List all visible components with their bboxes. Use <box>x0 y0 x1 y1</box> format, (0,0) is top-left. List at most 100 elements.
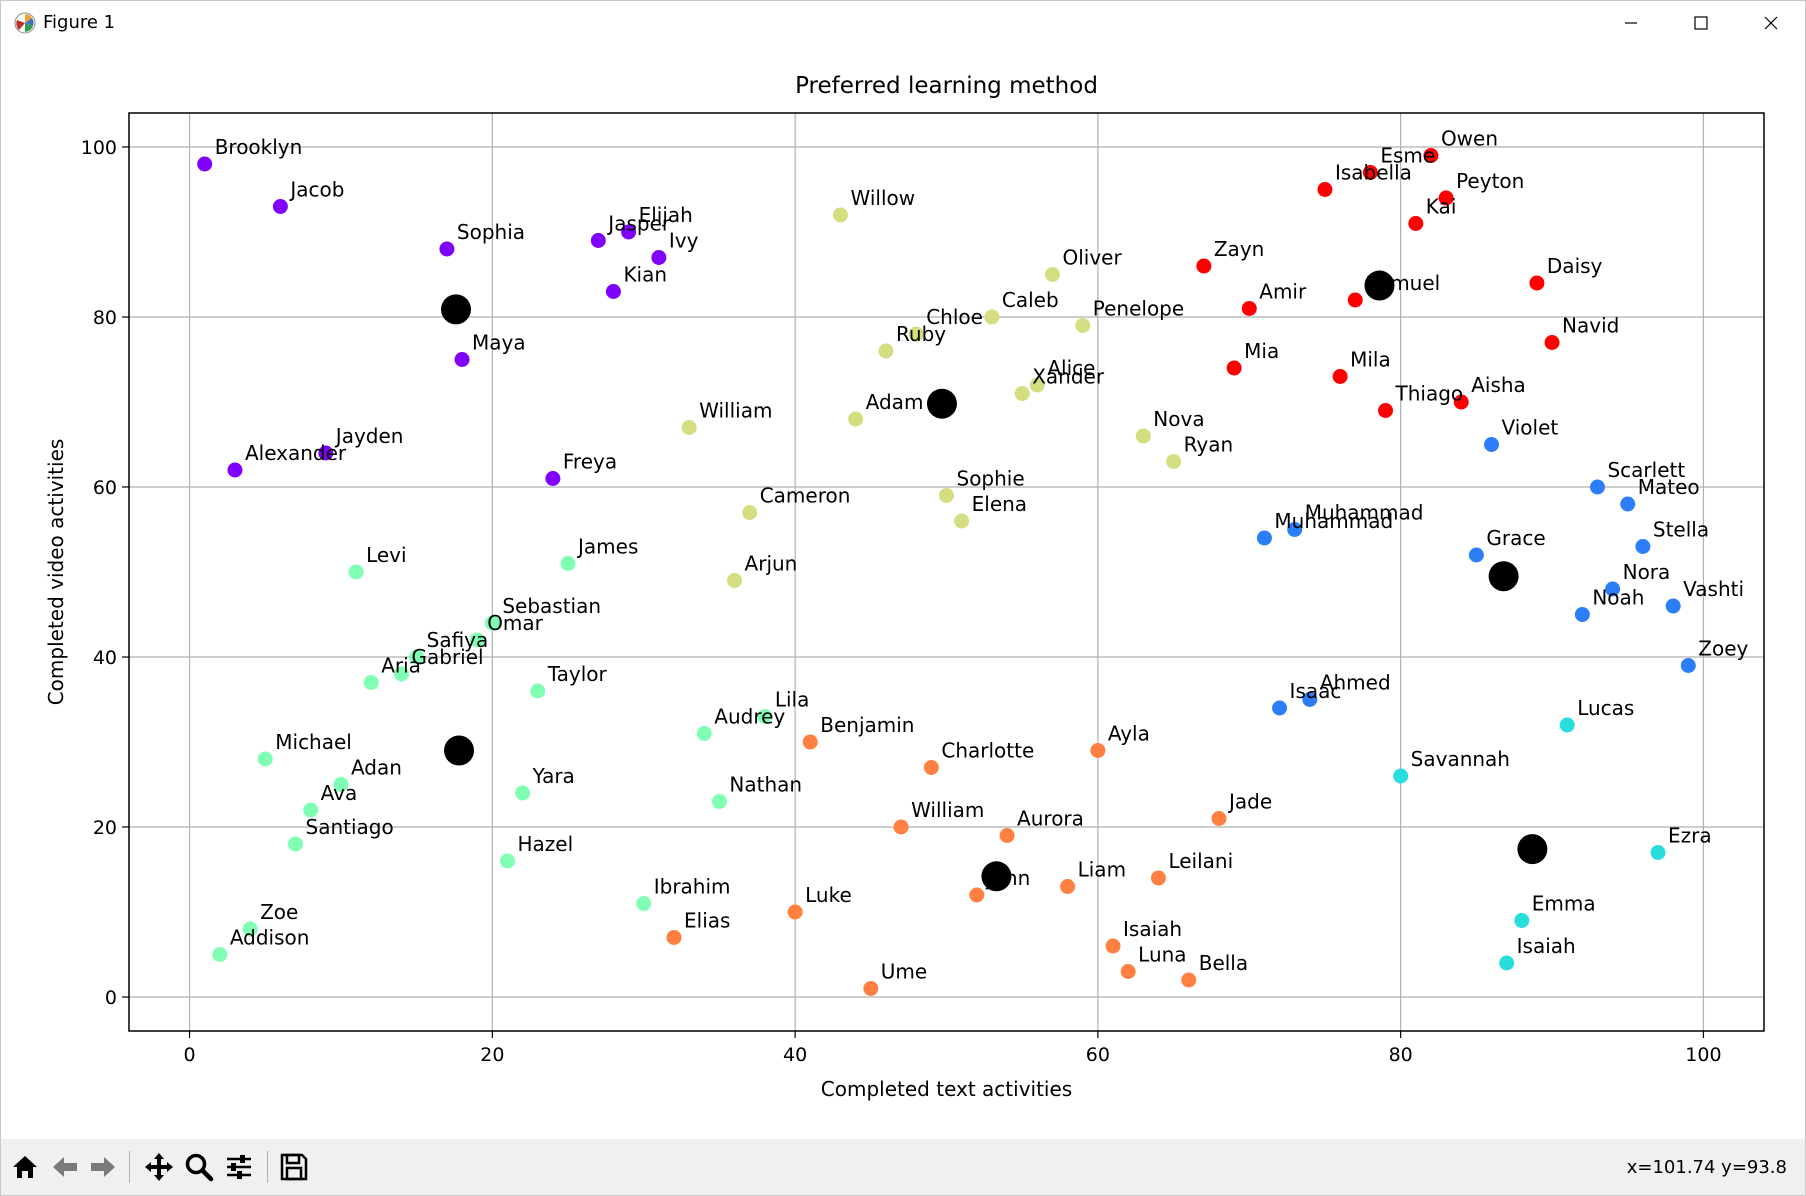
data-point <box>1014 386 1030 401</box>
data-point <box>1665 598 1681 614</box>
data-point <box>1559 717 1575 733</box>
figure-canvas[interactable]: 0 20 40 60 80 100 0 20 40 60 80 100 Preferred learni… <box>1 45 1805 1139</box>
point-label: Noah <box>1592 586 1644 610</box>
point-label: Navid <box>1562 314 1619 338</box>
title-bar[interactable]: Figure 1 <box>1 1 1805 45</box>
data-point <box>1544 335 1560 350</box>
data-point <box>605 284 621 299</box>
x-tick-label: 0 <box>184 1044 196 1066</box>
point-label: Peyton <box>1456 169 1524 193</box>
data-point <box>409 649 425 665</box>
data-point <box>1393 768 1409 784</box>
point-label: Liam <box>1078 858 1126 882</box>
point-label: Aisha <box>1471 373 1526 397</box>
point-label: William <box>699 399 772 423</box>
cluster-centroid <box>1488 561 1519 592</box>
point-label: Jacob <box>288 178 344 202</box>
point-label: Taylor <box>547 662 608 686</box>
data-point <box>833 207 849 223</box>
data-point <box>1574 607 1590 622</box>
pan-button[interactable] <box>141 1149 177 1185</box>
data-point <box>1211 811 1227 826</box>
point-label: Ruby <box>896 322 946 346</box>
point-label: William <box>911 798 984 822</box>
toolbar-separator <box>129 1151 130 1183</box>
point-label: Maya <box>472 331 526 355</box>
point-label: Alice <box>1047 356 1095 380</box>
point-label: Gabriel <box>412 645 484 669</box>
x-tick-label: 20 <box>480 1044 504 1066</box>
point-label: Adam <box>866 390 924 414</box>
x-tick-label: 60 <box>1086 1044 1110 1066</box>
point-label: Ahmed <box>1320 671 1391 695</box>
data-point <box>893 819 909 835</box>
point-label: Xander <box>1032 365 1105 389</box>
y-tick-label: 60 <box>93 477 117 499</box>
point-label: Ivy <box>669 229 699 253</box>
point-label: Luke <box>805 883 852 907</box>
home-button[interactable] <box>7 1149 43 1185</box>
data-point <box>1438 190 1454 206</box>
point-label: Grace <box>1486 526 1545 550</box>
point-label: Muhammad <box>1305 501 1424 525</box>
data-point <box>878 343 894 359</box>
maximize-button[interactable] <box>1666 1 1736 45</box>
zoom-icon <box>185 1153 214 1182</box>
cluster-centroid <box>441 294 471 325</box>
point-label: Kian <box>623 263 667 287</box>
cluster-centroid <box>1517 834 1548 865</box>
point-label: Freya <box>563 450 617 474</box>
data-point <box>1453 394 1469 410</box>
minimize-icon <box>1625 22 1637 24</box>
data-point <box>863 981 879 996</box>
data-point <box>257 751 273 767</box>
minimize-button[interactable] <box>1596 1 1666 45</box>
point-label: Jade <box>1227 790 1272 814</box>
close-button[interactable] <box>1736 1 1806 45</box>
data-point <box>469 632 485 648</box>
point-label: Ayla <box>1108 722 1150 746</box>
data-point <box>1196 258 1212 274</box>
chart-title: Preferred learning method <box>795 73 1098 99</box>
data-point <box>242 921 258 937</box>
cluster-centroid <box>444 735 475 766</box>
data-point <box>666 930 682 945</box>
point-label: Kai <box>1426 195 1457 219</box>
data-point <box>1317 182 1333 197</box>
point-label: Isaac <box>1290 679 1342 703</box>
data-point <box>1423 148 1439 163</box>
point-label: Willow <box>851 186 916 210</box>
back-button[interactable] <box>47 1149 83 1185</box>
point-label: Penelope <box>1093 297 1184 321</box>
x-tick-label: 40 <box>783 1044 807 1066</box>
data-point <box>363 675 379 690</box>
point-label: Safiya <box>427 628 489 652</box>
data-point <box>1150 870 1166 886</box>
data-point <box>757 709 773 724</box>
data-point <box>394 666 409 682</box>
data-point <box>454 352 470 367</box>
forward-button[interactable] <box>85 1149 121 1185</box>
point-label: Jayden <box>334 424 404 448</box>
data-point <box>1499 955 1515 971</box>
data-point <box>227 462 243 478</box>
data-point <box>1484 437 1499 452</box>
zoom-button[interactable] <box>181 1149 217 1185</box>
axes-frame <box>128 112 1765 1032</box>
y-tick-label: 0 <box>105 987 117 1009</box>
navigation-toolbar: x=101.74 y=93.8 <box>1 1139 1805 1195</box>
point-label: Stella <box>1653 518 1709 542</box>
point-label: Isaiah <box>1123 917 1182 941</box>
point-label: James <box>576 535 638 559</box>
data-point <box>1226 360 1242 376</box>
data-point <box>621 224 637 240</box>
data-point <box>1589 479 1605 495</box>
point-label: Esme <box>1380 144 1435 168</box>
data-point <box>318 445 334 461</box>
save-button[interactable] <box>276 1149 312 1185</box>
data-point <box>1090 743 1106 758</box>
data-point <box>696 726 712 741</box>
configure-subplots-button[interactable] <box>221 1149 257 1185</box>
point-label: Ava <box>321 781 358 805</box>
data-point <box>1120 964 1136 979</box>
